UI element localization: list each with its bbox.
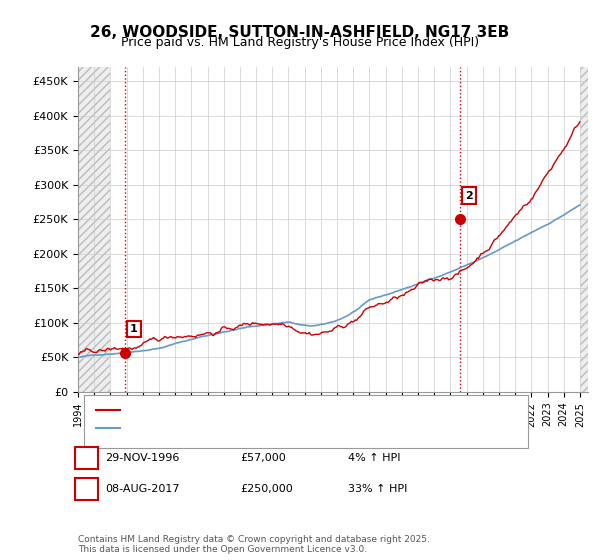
Text: 4% ↑ HPI: 4% ↑ HPI (348, 453, 401, 463)
Text: 33% ↑ HPI: 33% ↑ HPI (348, 484, 407, 494)
Bar (580, 67, 588, 392)
Bar (78, 67, 110, 392)
Text: 26, WOODSIDE, SUTTON-IN-ASHFIELD, NG17 3EB (detached house): 26, WOODSIDE, SUTTON-IN-ASHFIELD, NG17 3… (126, 405, 476, 416)
Text: 08-AUG-2017: 08-AUG-2017 (105, 484, 179, 494)
Text: Price paid vs. HM Land Registry's House Price Index (HPI): Price paid vs. HM Land Registry's House … (121, 36, 479, 49)
Text: £250,000: £250,000 (240, 484, 293, 494)
Text: 26, WOODSIDE, SUTTON-IN-ASHFIELD, NG17 3EB: 26, WOODSIDE, SUTTON-IN-ASHFIELD, NG17 3… (91, 25, 509, 40)
Text: Contains HM Land Registry data © Crown copyright and database right 2025.
This d: Contains HM Land Registry data © Crown c… (78, 535, 430, 554)
Text: 29-NOV-1996: 29-NOV-1996 (105, 453, 179, 463)
Text: 2: 2 (83, 484, 90, 494)
Text: HPI: Average price, detached house, Ashfield: HPI: Average price, detached house, Ashf… (126, 423, 361, 433)
Text: £57,000: £57,000 (240, 453, 286, 463)
Text: 1: 1 (83, 453, 90, 463)
Text: 2: 2 (465, 190, 473, 200)
Text: 1: 1 (130, 324, 138, 334)
